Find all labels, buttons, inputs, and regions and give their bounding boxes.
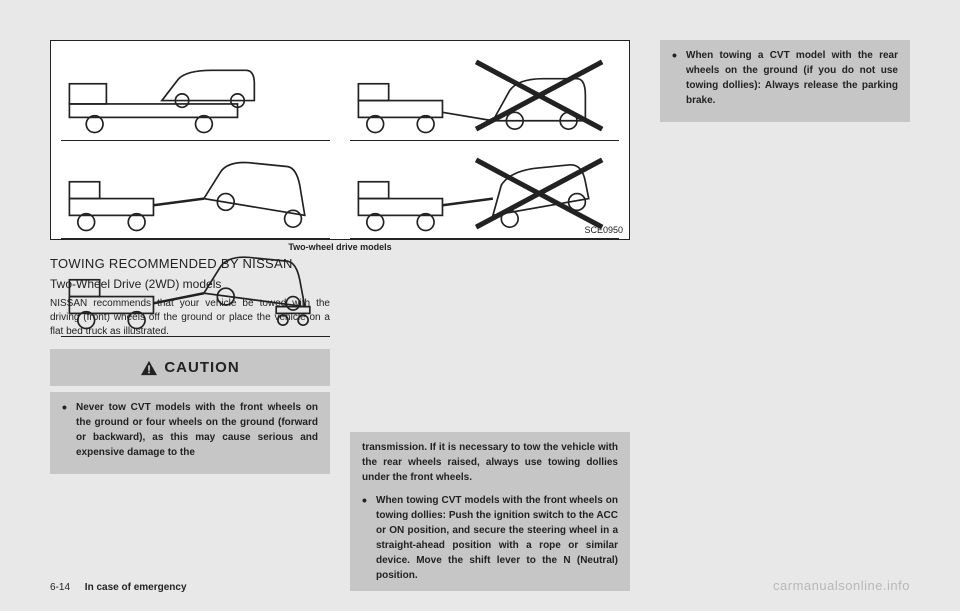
tow-flatbed-ok [61,51,330,141]
tow-rear-lift-bad [350,149,619,239]
caution-bullet-3: When towing a CVT model with the rear wh… [672,48,898,108]
caution-bullet-1: Never tow CVT models with the front whee… [62,400,318,460]
tow-front-lift-ok [61,149,330,239]
caution-bullet-2: When towing CVT models with the front wh… [362,493,618,583]
figure-code: SCE0950 [584,225,623,235]
caution-header: CAUTION [50,349,330,386]
empty-cell [350,247,619,337]
tow-dollies-ok [61,247,330,337]
caution-continuation-block: transmission. If it is necessary to tow … [350,432,630,591]
warning-icon [140,360,158,376]
left-column: SCE0950 Two-wheel drive models TOWING RE… [50,40,630,591]
tow-all-ground-bad [350,51,619,141]
far-right-column: When towing a CVT model with the rear wh… [660,40,910,591]
watermark: carmanualsonline.info [773,578,910,593]
caution-label: CAUTION [164,359,239,376]
page-footer: 6-14 In case of emergency [50,582,187,593]
towing-figure: SCE0950 [50,40,630,240]
manual-page: SCE0950 Two-wheel drive models TOWING RE… [50,40,910,591]
caution-bullet-block: Never tow CVT models with the front whee… [50,392,330,474]
far-right-bullet-block: When towing a CVT model with the rear wh… [660,40,910,122]
chapter-title: In case of emergency [85,582,187,593]
caution-continuation-text: transmission. If it is necessary to tow … [362,440,618,485]
page-number: 6-14 [50,582,70,593]
figure-grid [61,51,619,229]
